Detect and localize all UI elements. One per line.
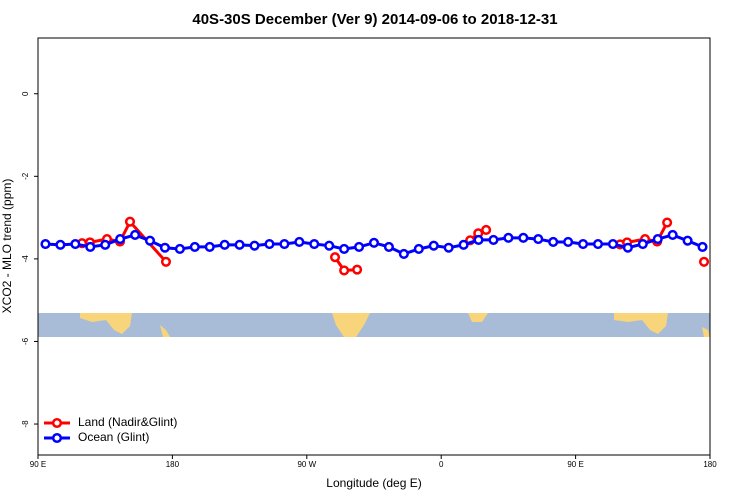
y-axis-label: XCO2 - MLO trend (ppm) — [0, 179, 14, 314]
point — [368, 237, 380, 248]
legend-label: Ocean (Glint) — [78, 430, 149, 444]
point — [622, 242, 633, 253]
point — [144, 235, 156, 246]
x-tick-label: 90 E — [567, 460, 583, 469]
legend-marker — [51, 432, 63, 444]
point — [578, 238, 589, 250]
point — [533, 234, 544, 245]
point — [518, 232, 529, 243]
point — [329, 252, 341, 263]
point — [488, 234, 499, 245]
point — [428, 240, 439, 251]
point — [100, 239, 111, 250]
point — [115, 234, 126, 245]
point — [443, 242, 454, 253]
point — [607, 238, 618, 250]
point — [398, 248, 409, 259]
point — [85, 241, 96, 252]
point — [354, 241, 365, 252]
legend-label: Land (Nadir&Glint) — [78, 415, 177, 429]
plot-frame — [37, 37, 711, 456]
y-tick-label: -8 — [21, 420, 30, 428]
point — [189, 241, 200, 252]
x-tick-label: 90 E — [30, 460, 46, 469]
x-tick-label: 180 — [703, 460, 717, 469]
point — [667, 229, 678, 240]
point — [309, 238, 320, 250]
point — [413, 243, 424, 255]
point — [503, 232, 514, 243]
point — [219, 239, 230, 250]
point — [339, 243, 350, 255]
y-tick-label: 0 — [21, 91, 30, 96]
point — [473, 234, 484, 245]
point — [40, 238, 51, 250]
y-tick-label: -2 — [21, 172, 30, 180]
point — [698, 256, 710, 267]
y-tick-label: -6 — [21, 337, 30, 345]
point — [130, 229, 141, 240]
point — [70, 238, 81, 250]
point — [294, 236, 305, 248]
y-tick-label: -4 — [21, 255, 30, 263]
point — [383, 241, 394, 252]
point — [159, 242, 170, 253]
point — [234, 239, 245, 250]
map-strip — [38, 313, 710, 337]
point — [339, 265, 350, 276]
point — [637, 238, 648, 250]
x-tick-label: 90 W — [297, 460, 316, 469]
chart-title: 40S-30S December (Ver 9) 2014-09-06 to 2… — [192, 11, 557, 28]
point — [160, 256, 172, 267]
point — [55, 239, 66, 250]
point — [279, 238, 290, 250]
point — [458, 239, 469, 250]
x-axis-label: Longitude (deg E) — [326, 476, 421, 490]
point — [481, 224, 492, 236]
point — [204, 241, 215, 252]
point — [249, 240, 260, 251]
point — [662, 217, 673, 228]
legend-marker — [51, 417, 63, 429]
point — [174, 243, 185, 255]
x-tick-label: 180 — [166, 460, 180, 469]
point — [324, 240, 335, 251]
point — [697, 241, 708, 252]
point — [563, 236, 574, 248]
point — [682, 235, 693, 246]
point — [352, 264, 363, 275]
x-tick-label: 0 — [439, 460, 444, 469]
point — [124, 216, 136, 227]
point — [652, 234, 663, 245]
point — [592, 238, 604, 250]
point — [264, 238, 275, 250]
point — [548, 236, 559, 248]
